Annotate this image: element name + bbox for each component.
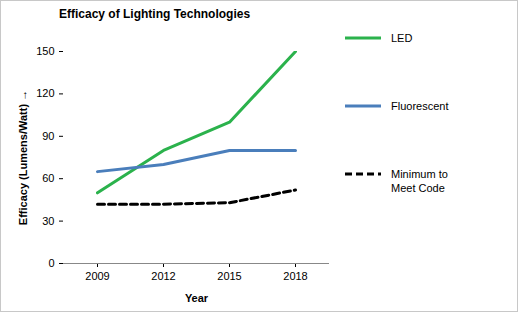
html-text:Fluorescent: Fluorescent [391,100,449,112]
svg-text:2018: 2018 [283,270,307,282]
svg-text:150: 150 [36,45,54,57]
svg-text:2015: 2015 [217,270,241,282]
svg-text:Efficacy (Lumens/Watt) →: Efficacy (Lumens/Watt) → [17,90,29,225]
svg-text:0: 0 [48,257,54,269]
svg-text:Year: Year [185,292,209,304]
svg-text:2009: 2009 [85,270,109,282]
svg-text:60: 60 [42,172,54,184]
html-text:LED: LED [391,32,413,44]
svg-text:90: 90 [42,130,54,142]
html-text:Minimum to Meet Code: Minimum to Meet Code [391,168,448,194]
svg-text:30: 30 [42,215,54,227]
svg-text:2012: 2012 [151,270,175,282]
svg-text:120: 120 [36,87,54,99]
html-text:Efficacy of Lighting Technolog: Efficacy of Lighting Technologies [59,7,251,21]
